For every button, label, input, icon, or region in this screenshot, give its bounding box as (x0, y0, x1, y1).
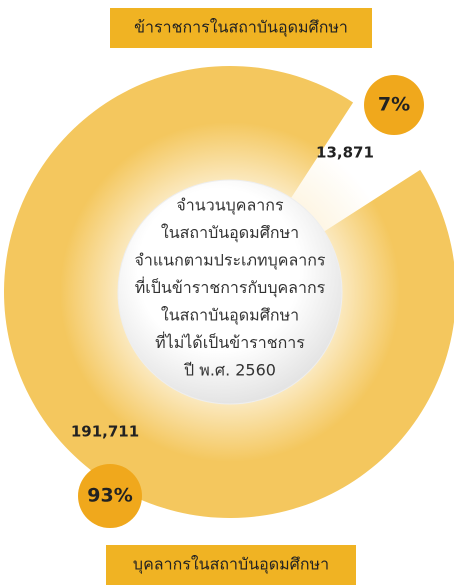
title-line: จำนวนบุคลากร (176, 196, 284, 216)
percent-badge (364, 75, 424, 135)
value-label: 191,711 (71, 423, 139, 441)
center-circle (117, 179, 343, 405)
percent-label: 7% (378, 94, 410, 116)
title-line: ในสถาบันอุดมศึกษา (161, 223, 299, 243)
title-line: ที่ไม่ได้เป็นข้าราชการ (155, 331, 305, 352)
label-box (106, 545, 356, 585)
title-line: จำแนกตามประเภทบุคลากร (134, 251, 325, 271)
percent-badge (78, 464, 142, 528)
title-line: ในสถาบันอุดมศึกษา (161, 306, 299, 326)
category-label: ข้าราชการในสถาบันอุดมศึกษา (134, 18, 348, 38)
percent-label: 93% (87, 485, 132, 507)
category-label: บุคลากรในสถาบันอุดมศึกษา (133, 555, 329, 575)
title-line: ปี พ.ศ. 2560 (184, 361, 276, 380)
title: จำนวนบุคลากรในสถาบันอุดมศึกษาจำแนกตามประ… (134, 196, 325, 380)
title-line: ที่เป็นข้าราชการกับบุคลากร (135, 276, 326, 298)
value-label: 13,871 (316, 144, 374, 162)
label-box (110, 8, 372, 48)
